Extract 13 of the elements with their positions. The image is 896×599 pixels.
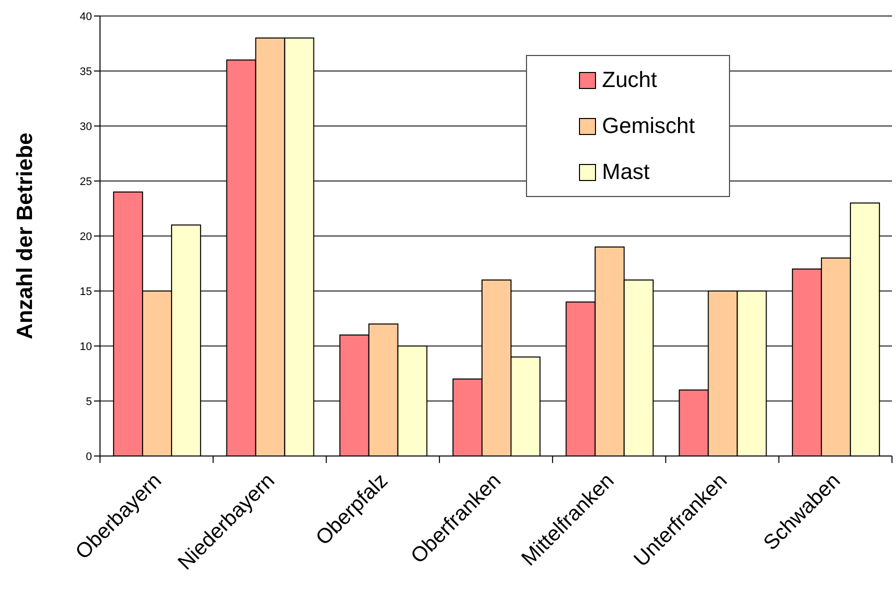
y-tick-label: 35 [80,66,92,78]
y-axis-title: Anzahl der Betriebe [12,132,36,340]
y-tick-label: 30 [80,120,92,133]
y-tick-label: 15 [80,286,92,298]
y-tick-label: 0 [86,450,92,463]
y-tick-label: 5 [86,396,92,408]
y-tick-label: 40 [80,10,92,23]
y-tick-label: 10 [80,340,92,353]
legend-label: Mast [602,159,650,184]
legend-label: Zucht [602,67,658,92]
y-tick-label: 25 [80,176,92,188]
legend-label: Gemischt [602,113,695,138]
y-tick-label: 20 [80,230,92,243]
